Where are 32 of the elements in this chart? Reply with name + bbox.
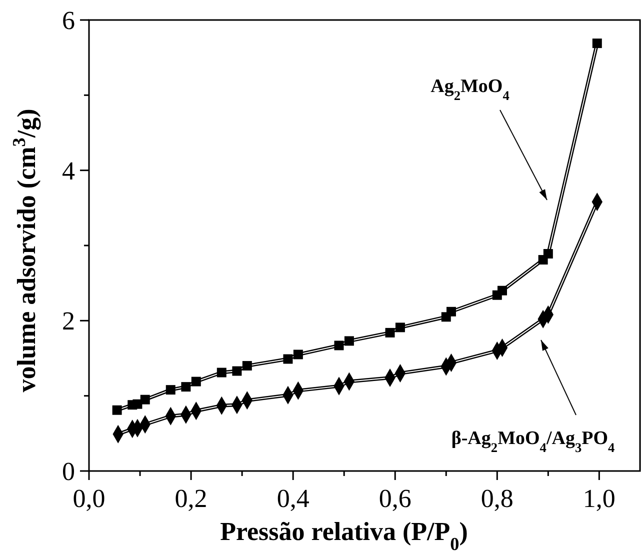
point [216,368,226,378]
point [385,328,395,338]
point [446,306,456,316]
point [543,249,553,259]
point [191,376,201,386]
y-tick-label: 6 [62,6,75,35]
annotation: Ag$_{2}$MoO$_{4}$ [430,76,510,102]
point [334,340,344,350]
point [592,38,602,48]
x-tick-label: 1,0 [582,484,616,513]
point [293,350,303,360]
point [283,354,293,364]
y-tick-label: 2 [62,306,75,336]
x-tick-label: 0,0 [72,484,106,513]
annotation: β-Ag$_{2}$MoO$_{4}$/Ag$_{3}$PO$_{4}$ [451,428,615,454]
y-tick-label: 4 [62,156,75,186]
point [344,336,354,346]
point [498,286,507,296]
point [232,366,242,376]
point [395,322,405,332]
x-tick-label: 0,2 [174,484,208,513]
y-tick-label: 0 [62,457,75,486]
point [112,405,122,415]
x-tick-label: 0,4 [276,484,310,513]
point [132,399,142,409]
point [140,394,150,404]
point [181,382,191,392]
x-tick-label: 0,8 [480,484,514,513]
x-tick-label: 0,6 [378,484,412,513]
point [242,361,252,371]
x-axis-title: Pressão relativa (P/P$_{0}$) [220,517,468,552]
point [166,385,176,395]
